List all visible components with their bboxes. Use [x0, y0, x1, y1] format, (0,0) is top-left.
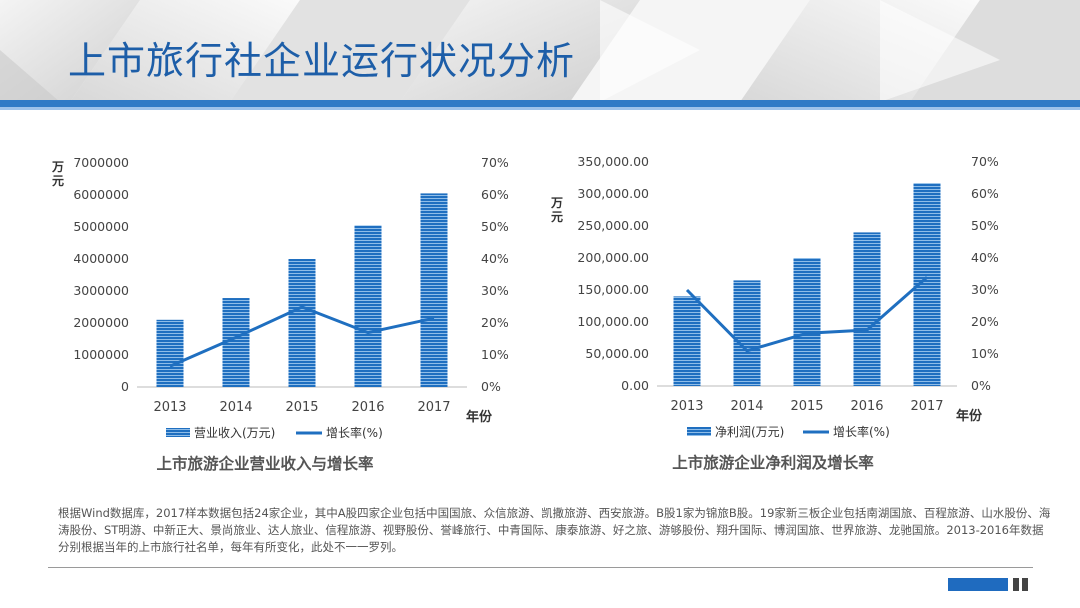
- x-tick-label: 2017: [910, 399, 943, 414]
- header-banner: 上市旅行社企业运行状况分析: [0, 0, 1080, 102]
- y-tick-label: 1000000: [73, 347, 129, 362]
- y2-tick-label: 0%: [481, 379, 501, 394]
- profit-chart: 0.00 50,000.00 100,000.00 150,000.00 200,000…: [550, 154, 999, 472]
- y-tick-label: 3000000: [73, 283, 129, 298]
- y-tick-label: 250,000.00: [577, 218, 649, 233]
- legend-line-label: 增长率(%): [833, 424, 890, 439]
- y2-tick-label: 30%: [481, 283, 509, 298]
- y2-tick-label: 40%: [481, 251, 509, 266]
- bar: [288, 259, 316, 387]
- x-axis-label: 年份: [956, 408, 983, 424]
- y-tick-label: 2000000: [73, 315, 129, 330]
- revenue-chart: 0 1000000 2000000 3000000 4000000 5000000 6000…: [51, 155, 509, 473]
- header-decoration: [0, 0, 1080, 102]
- bar: [673, 296, 701, 386]
- bar: [420, 193, 448, 387]
- y2-tick-label: 50%: [971, 218, 999, 233]
- y2-tick-label: 60%: [971, 186, 999, 201]
- bar: [156, 319, 184, 387]
- legend-line-label: 增长率(%): [326, 425, 383, 440]
- y-tick-label: 150,000.00: [577, 282, 649, 297]
- legend-bar-swatch: [687, 427, 711, 436]
- x-tick-label: 2013: [153, 400, 186, 415]
- x-tick-label: 2014: [730, 399, 763, 414]
- y-tick-label: 300,000.00: [577, 186, 649, 201]
- x-tick-label: 2016: [351, 400, 384, 415]
- y-tick-label: 7000000: [73, 155, 129, 170]
- y-axis-label: 元: [52, 174, 64, 188]
- legend-bar-swatch: [166, 428, 190, 437]
- footer-accent-block: [1013, 578, 1019, 591]
- x-tick-label: 2015: [285, 400, 318, 415]
- x-tick-label: 2014: [219, 400, 252, 415]
- y2-tick-label: 60%: [481, 187, 509, 202]
- bar: [354, 225, 382, 387]
- y-tick-label: 0.00: [621, 378, 649, 393]
- x-tick-label: 2016: [850, 399, 883, 414]
- y2-tick-label: 10%: [481, 347, 509, 362]
- header-band-light: [0, 107, 1080, 110]
- y-tick-label: 50,000.00: [585, 346, 649, 361]
- legend-bar-label: 营业收入(万元): [194, 426, 275, 440]
- y2-tick-label: 40%: [971, 250, 999, 265]
- y-tick-label: 350,000.00: [577, 154, 649, 169]
- footer-divider: [48, 567, 1033, 568]
- y-tick-label: 100,000.00: [577, 314, 649, 329]
- y-tick-label: 6000000: [73, 187, 129, 202]
- data-source-note: 根据Wind数据库，2017样本数据包括24家企业，其中A股四家企业包括中国国旅…: [58, 506, 1051, 554]
- y2-tick-label: 20%: [481, 315, 509, 330]
- y-tick-label: 4000000: [73, 251, 129, 266]
- chart-title: 上市旅游企业营业收入与增长率: [156, 454, 374, 473]
- y-tick-label: 200,000.00: [577, 250, 649, 265]
- bar: [733, 280, 761, 386]
- y2-tick-label: 50%: [481, 219, 509, 234]
- header-band: [0, 100, 1080, 107]
- footer-accent-block: [1022, 578, 1028, 591]
- bar: [853, 232, 881, 386]
- y2-tick-label: 30%: [971, 282, 999, 297]
- y2-tick-label: 70%: [971, 154, 999, 169]
- y2-tick-label: 70%: [481, 155, 509, 170]
- y-axis-label: 万: [51, 160, 64, 174]
- y2-tick-label: 0%: [971, 378, 991, 393]
- y2-tick-label: 20%: [971, 314, 999, 329]
- bar: [793, 258, 821, 386]
- legend-bar-label: 净利润(万元): [715, 425, 784, 439]
- x-tick-label: 2017: [417, 400, 450, 415]
- footer-accent-bar: [948, 578, 1008, 591]
- page-title: 上市旅行社企业运行状况分析: [68, 39, 576, 83]
- y-axis-label: 元: [551, 210, 563, 224]
- x-tick-label: 2015: [790, 399, 823, 414]
- y-tick-label: 0: [121, 379, 129, 394]
- y-axis-label: 万: [550, 196, 563, 210]
- x-tick-label: 2013: [670, 399, 703, 414]
- y2-tick-label: 10%: [971, 346, 999, 361]
- x-axis-label: 年份: [466, 409, 493, 425]
- chart-title: 上市旅游企业净利润及增长率: [672, 453, 874, 472]
- y-tick-label: 5000000: [73, 219, 129, 234]
